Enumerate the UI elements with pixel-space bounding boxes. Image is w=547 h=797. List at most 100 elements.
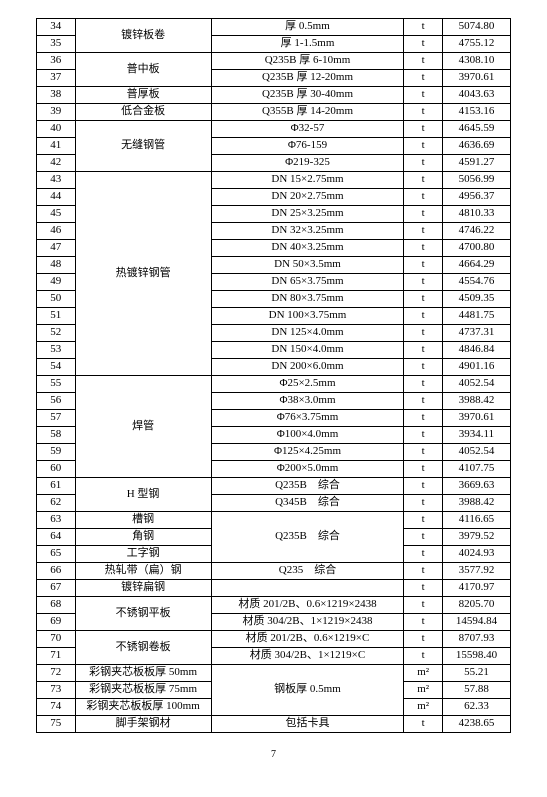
page-number: 7 — [0, 749, 547, 760]
cell-price: 4846.84 — [442, 342, 510, 359]
cell-price: 3979.52 — [442, 529, 510, 546]
cell-seq: 35 — [37, 36, 76, 53]
cell-price: 4308.10 — [442, 53, 510, 70]
table-row: 75脚手架钢材包括卡具t4238.65 — [37, 716, 511, 733]
cell-price: 4238.65 — [442, 716, 510, 733]
cell-unit: m² — [404, 665, 443, 682]
cell-unit: t — [404, 291, 443, 308]
cell-seq: 38 — [37, 87, 76, 104]
cell-seq: 48 — [37, 257, 76, 274]
cell-unit: t — [404, 206, 443, 223]
cell-spec: 材质 304/2B、1×1219×2438 — [211, 614, 404, 631]
cell-price: 4554.76 — [442, 274, 510, 291]
cell-price: 3970.61 — [442, 410, 510, 427]
table-row: 72彩钢夹芯板板厚 50mm钢板厚 0.5mmm²55.21 — [37, 665, 511, 682]
cell-unit: t — [404, 172, 443, 189]
cell-price: 4901.16 — [442, 359, 510, 376]
cell-spec: Q345B 综合 — [211, 495, 404, 512]
cell-name: 镀锌板卷 — [75, 19, 211, 53]
cell-spec: 材质 304/2B、1×1219×C — [211, 648, 404, 665]
cell-seq: 56 — [37, 393, 76, 410]
cell-unit: t — [404, 104, 443, 121]
cell-seq: 61 — [37, 478, 76, 495]
cell-seq: 49 — [37, 274, 76, 291]
cell-seq: 62 — [37, 495, 76, 512]
cell-price: 4153.16 — [442, 104, 510, 121]
cell-unit: m² — [404, 682, 443, 699]
cell-price: 55.21 — [442, 665, 510, 682]
page: 34镀锌板卷厚 0.5mmt5074.8035厚 1-1.5mmt4755.12… — [0, 0, 547, 797]
cell-unit: t — [404, 223, 443, 240]
table-row: 70不锈钢卷板材质 201/2B、0.6×1219×Ct8707.93 — [37, 631, 511, 648]
cell-name: 彩钢夹芯板板厚 100mm — [75, 699, 211, 716]
cell-name: 不锈钢平板 — [75, 597, 211, 631]
cell-seq: 69 — [37, 614, 76, 631]
cell-unit: t — [404, 308, 443, 325]
cell-seq: 41 — [37, 138, 76, 155]
cell-spec: 包括卡具 — [211, 716, 404, 733]
cell-seq: 53 — [37, 342, 76, 359]
cell-price: 3970.61 — [442, 70, 510, 87]
cell-seq: 63 — [37, 512, 76, 529]
table-row: 36普中板Q235B 厚 6-10mmt4308.10 — [37, 53, 511, 70]
table-row: 61H 型钢Q235B 综合t3669.63 — [37, 478, 511, 495]
cell-name: 镀锌扁钢 — [75, 580, 211, 597]
cell-spec: Φ38×3.0mm — [211, 393, 404, 410]
cell-unit: t — [404, 393, 443, 410]
cell-unit: t — [404, 240, 443, 257]
cell-name: 热轧带（扁）钢 — [75, 563, 211, 580]
cell-unit: t — [404, 359, 443, 376]
cell-seq: 47 — [37, 240, 76, 257]
cell-price: 14594.84 — [442, 614, 510, 631]
cell-unit: t — [404, 53, 443, 70]
cell-seq: 50 — [37, 291, 76, 308]
cell-price: 3988.42 — [442, 393, 510, 410]
cell-price: 57.88 — [442, 682, 510, 699]
cell-price: 4591.27 — [442, 155, 510, 172]
table-row: 55焊管Φ25×2.5mmt4052.54 — [37, 376, 511, 393]
cell-price: 3577.92 — [442, 563, 510, 580]
cell-name: 槽钢 — [75, 512, 211, 529]
cell-seq: 68 — [37, 597, 76, 614]
cell-seq: 71 — [37, 648, 76, 665]
cell-unit: t — [404, 512, 443, 529]
cell-seq: 42 — [37, 155, 76, 172]
cell-unit: t — [404, 19, 443, 36]
cell-seq: 65 — [37, 546, 76, 563]
cell-unit: t — [404, 597, 443, 614]
cell-seq: 39 — [37, 104, 76, 121]
cell-price: 8205.70 — [442, 597, 510, 614]
cell-seq: 52 — [37, 325, 76, 342]
cell-seq: 45 — [37, 206, 76, 223]
cell-unit: t — [404, 257, 443, 274]
cell-seq: 40 — [37, 121, 76, 138]
cell-seq: 59 — [37, 444, 76, 461]
table-row: 63槽钢Q235B 综合t4116.65 — [37, 512, 511, 529]
table-row: 68不锈钢平板材质 201/2B、0.6×1219×2438t8205.70 — [37, 597, 511, 614]
cell-unit: t — [404, 155, 443, 172]
cell-seq: 51 — [37, 308, 76, 325]
cell-price: 15598.40 — [442, 648, 510, 665]
cell-unit: t — [404, 189, 443, 206]
cell-unit: t — [404, 563, 443, 580]
cell-seq: 57 — [37, 410, 76, 427]
table-row: 38普厚板Q235B 厚 30-40mmt4043.63 — [37, 87, 511, 104]
cell-spec: 材质 201/2B、0.6×1219×C — [211, 631, 404, 648]
cell-price: 4700.80 — [442, 240, 510, 257]
cell-spec: Φ76×3.75mm — [211, 410, 404, 427]
cell-spec: 厚 0.5mm — [211, 19, 404, 36]
cell-seq: 74 — [37, 699, 76, 716]
cell-price: 8707.93 — [442, 631, 510, 648]
cell-price: 4645.59 — [442, 121, 510, 138]
cell-seq: 73 — [37, 682, 76, 699]
price-table: 34镀锌板卷厚 0.5mmt5074.8035厚 1-1.5mmt4755.12… — [36, 18, 511, 733]
cell-name: 角钢 — [75, 529, 211, 546]
cell-unit: t — [404, 444, 443, 461]
cell-seq: 37 — [37, 70, 76, 87]
cell-spec: 材质 201/2B、0.6×1219×2438 — [211, 597, 404, 614]
cell-spec: DN 25×3.25mm — [211, 206, 404, 223]
cell-spec: DN 65×3.75mm — [211, 274, 404, 291]
cell-unit: t — [404, 580, 443, 597]
cell-spec: Φ25×2.5mm — [211, 376, 404, 393]
cell-price: 4052.54 — [442, 376, 510, 393]
